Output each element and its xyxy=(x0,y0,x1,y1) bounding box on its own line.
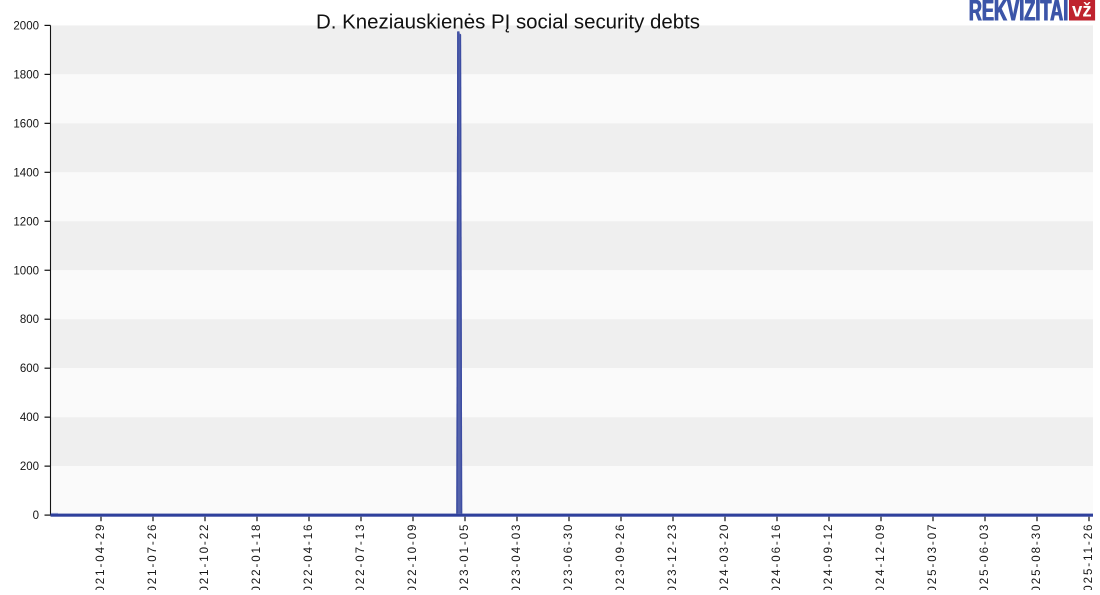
svg-text:1000: 1000 xyxy=(13,265,39,277)
svg-text:600: 600 xyxy=(20,363,39,375)
svg-text:vž: vž xyxy=(1072,0,1092,22)
svg-text:800: 800 xyxy=(20,314,39,326)
svg-text:2022-01-18: 2022-01-18 xyxy=(251,523,263,590)
svg-text:2023-04-03: 2023-04-03 xyxy=(511,523,523,590)
svg-text:2022-10-09: 2022-10-09 xyxy=(407,523,419,590)
svg-text:D. Kneziauskienės PĮ social se: D. Kneziauskienės PĮ social security deb… xyxy=(316,11,700,34)
svg-text:2024-12-09: 2024-12-09 xyxy=(875,523,887,590)
svg-text:2021-04-29: 2021-04-29 xyxy=(95,523,107,590)
svg-text:2025-06-03: 2025-06-03 xyxy=(979,523,991,590)
svg-text:1800: 1800 xyxy=(13,69,39,81)
svg-text:2000: 2000 xyxy=(13,20,39,32)
svg-text:0: 0 xyxy=(33,510,39,522)
svg-text:400: 400 xyxy=(20,412,39,424)
svg-text:2023-12-23: 2023-12-23 xyxy=(667,523,679,590)
svg-text:1600: 1600 xyxy=(13,118,39,130)
svg-text:200: 200 xyxy=(20,461,39,473)
svg-text:2025-11-26: 2025-11-26 xyxy=(1083,523,1095,590)
svg-text:2023-06-30: 2023-06-30 xyxy=(563,523,575,590)
svg-text:REKVIZITAI: REKVIZITAI xyxy=(968,0,1067,27)
svg-text:1400: 1400 xyxy=(13,167,39,179)
svg-text:2021-10-22: 2021-10-22 xyxy=(199,523,211,590)
svg-text:2021-07-26: 2021-07-26 xyxy=(147,523,159,590)
svg-text:1200: 1200 xyxy=(13,216,39,228)
svg-text:2023-01-05: 2023-01-05 xyxy=(459,523,471,590)
svg-text:2024-06-16: 2024-06-16 xyxy=(771,523,783,590)
svg-text:2022-07-13: 2022-07-13 xyxy=(355,523,367,590)
svg-text:2024-03-20: 2024-03-20 xyxy=(719,523,731,590)
svg-text:2023-09-26: 2023-09-26 xyxy=(615,523,627,590)
svg-text:REKVIZITAI: REKVIZITAI xyxy=(969,0,1068,27)
svg-text:2022-04-16: 2022-04-16 xyxy=(303,523,315,590)
svg-text:REKVIZITAI: REKVIZITAI xyxy=(969,0,1068,27)
svg-text:2025-08-30: 2025-08-30 xyxy=(1031,523,1043,590)
svg-text:2024-09-12: 2024-09-12 xyxy=(823,523,835,590)
svg-text:2025-03-07: 2025-03-07 xyxy=(927,523,939,590)
